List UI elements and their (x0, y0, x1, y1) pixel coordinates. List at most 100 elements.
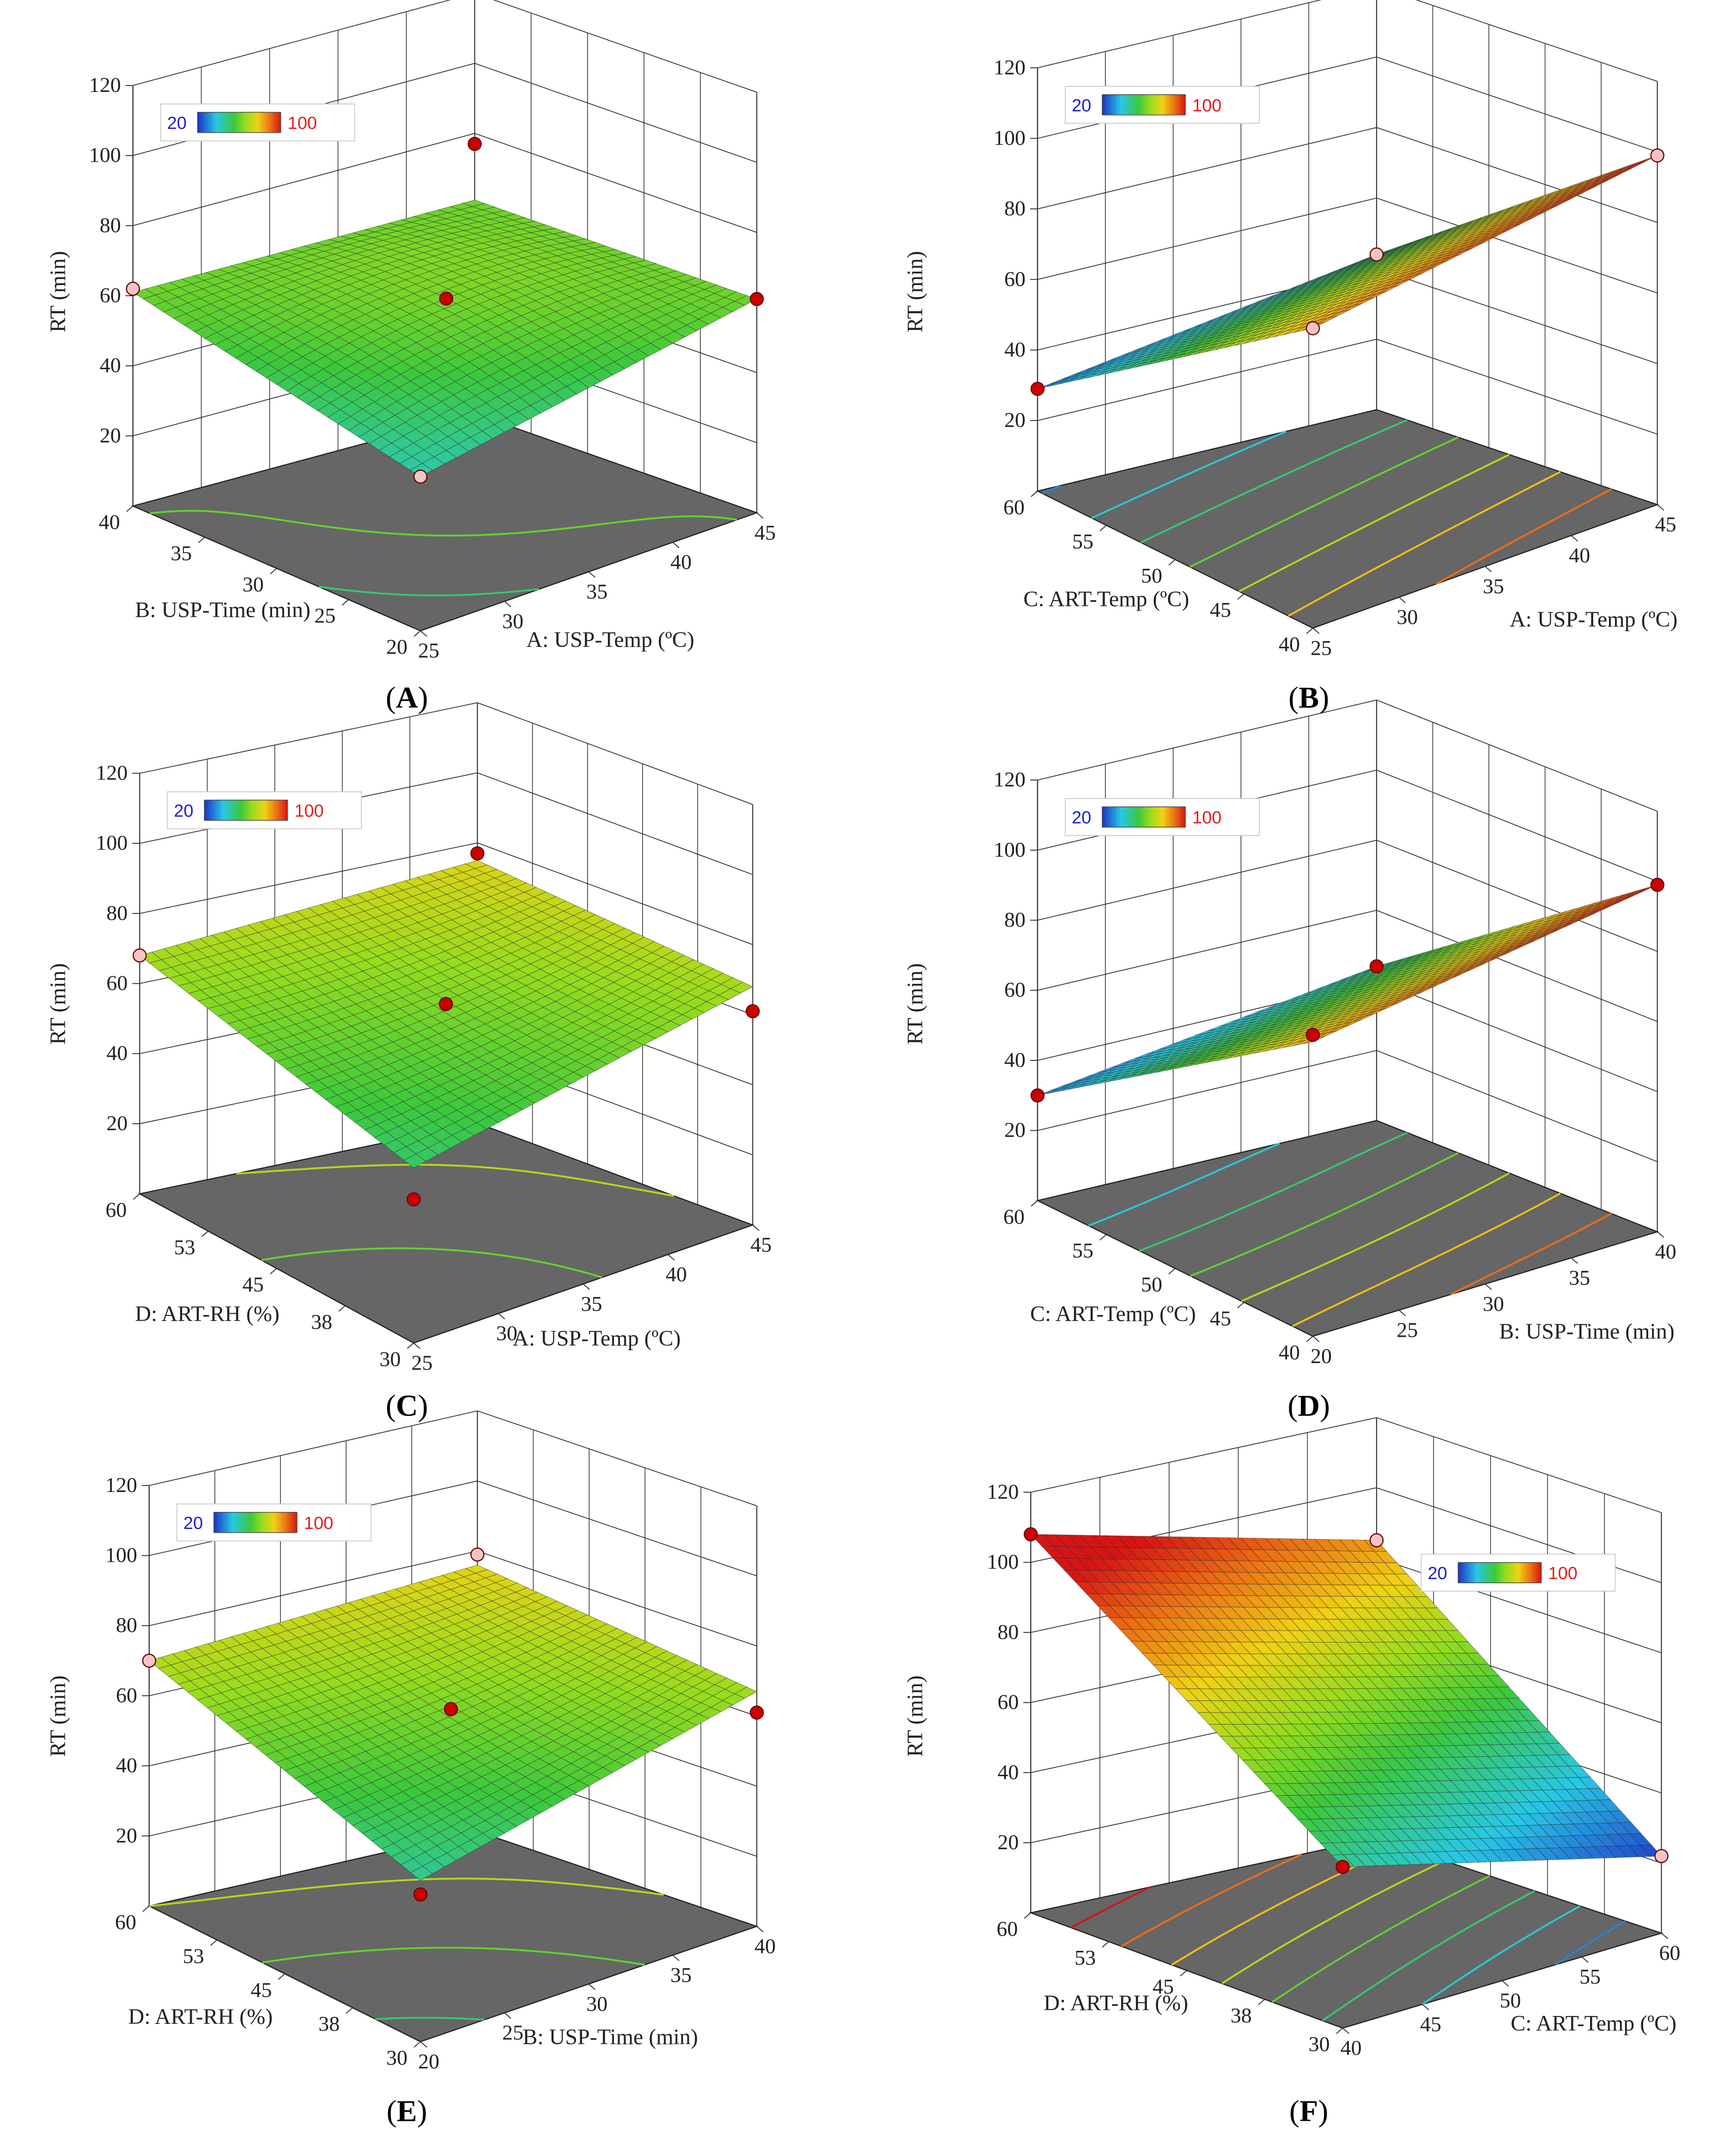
y-tick (1258, 1999, 1265, 2005)
y-tick (1180, 1970, 1187, 1977)
design-point (1030, 382, 1045, 396)
contour-line (1292, 1192, 1561, 1327)
y-tick (1237, 593, 1244, 600)
x-tick-label: 35 (1483, 574, 1504, 598)
y-tick-label: 60 (1003, 1205, 1025, 1228)
x-tick (1342, 2028, 1350, 2034)
z-tick-label: 20 (1004, 408, 1026, 432)
y-tick (413, 630, 421, 637)
y-tick (1168, 559, 1176, 566)
z-tick-label: 80 (1004, 196, 1026, 220)
y-tick-label: 30 (1309, 2032, 1330, 2056)
legend-gradient-bar (213, 1512, 297, 1533)
y-tick (270, 568, 277, 574)
legend-min-label: 20 (174, 801, 193, 821)
wall-gridline (1037, 339, 1658, 435)
legend-max-label: 100 (1192, 808, 1221, 828)
x-tick-label: 35 (1569, 1266, 1590, 1289)
x-tick (498, 1313, 505, 1320)
y-axis-title: C: ART-Temp (ºC) (1030, 1302, 1196, 1326)
x-tick (1398, 1309, 1406, 1316)
color-legend: 20 100 (1064, 85, 1260, 124)
x-tick (1661, 1932, 1669, 1939)
response-surface (1037, 884, 1657, 1096)
x-tick (1422, 2004, 1429, 2010)
wall-gridline (133, 0, 757, 93)
design-point (1305, 1028, 1320, 1042)
design-point (407, 1192, 421, 1206)
y-tick (338, 1305, 346, 1312)
contour-line (1435, 488, 1612, 585)
design-point (413, 469, 428, 484)
y-axis-title: B: USP-Time (min) (135, 597, 310, 622)
z-tick-label: 20 (997, 1830, 1019, 1854)
y-tick (278, 1973, 285, 1980)
design-point (438, 997, 453, 1011)
x-tick-label: 20 (1311, 1344, 1332, 1368)
z-tick-label: 60 (100, 283, 121, 307)
x-tick-label: 25 (411, 1351, 432, 1375)
design-point (1030, 1088, 1045, 1103)
legend-max-label: 100 (304, 1514, 333, 1533)
z-tick-label: 100 (987, 1550, 1019, 1573)
x-tick (420, 630, 427, 637)
wall-gridline (133, 133, 757, 233)
design-point (413, 1887, 428, 1902)
wall-gridline (1037, 1050, 1658, 1162)
x-axis-title: A: USP-Temp (ºC) (1510, 607, 1678, 632)
x-tick-label: 30 (586, 1992, 607, 2016)
y-tick (210, 1939, 218, 1946)
panel-label: (D) (1287, 1389, 1330, 1423)
x-tick-label: 30 (1396, 605, 1418, 629)
contour-line (1139, 1132, 1408, 1252)
x-tick-label: 30 (502, 609, 523, 633)
legend-min-label: 20 (1072, 96, 1091, 116)
z-tick-label: 100 (994, 126, 1026, 149)
x-tick-label: 45 (1420, 2012, 1441, 2036)
y-tick-label: 60 (1003, 495, 1025, 519)
legend-gradient-bar (197, 112, 281, 133)
y-tick-label: 53 (183, 1944, 204, 1967)
y-tick-label: 53 (1074, 1946, 1096, 1969)
y-tick (201, 1230, 209, 1237)
z-tick-label: 120 (105, 1473, 137, 1497)
z-axis-title: RT (min) (46, 1675, 70, 1757)
x-tick-label: 25 (418, 639, 439, 662)
x-tick (1485, 1284, 1492, 1290)
x-tick (588, 571, 595, 578)
z-tick-label: 100 (105, 1543, 137, 1567)
x-tick-label: 40 (754, 1934, 776, 1958)
wall-gridline (1037, 197, 1658, 294)
x-tick-label: 30 (496, 1322, 517, 1345)
z-tick-label: 120 (96, 761, 127, 784)
x-tick-label: 25 (502, 2021, 523, 2044)
wall-gridline (149, 1410, 757, 1506)
y-tick-label: 60 (996, 1917, 1018, 1941)
x-tick-label: 25 (1311, 636, 1332, 659)
legend-gradient-bar (1102, 806, 1186, 828)
y-tick (341, 599, 349, 606)
y-tick-label: 40 (1279, 1340, 1300, 1364)
y-tick (1306, 627, 1313, 634)
x-tick (1571, 535, 1578, 542)
y-tick (1102, 1941, 1109, 1948)
y-tick-label: 38 (318, 2012, 340, 2035)
y-tick (133, 1193, 140, 1200)
design-point (750, 1705, 764, 1720)
contour-line (1421, 1905, 1581, 2005)
wall-gridline (1037, 127, 1658, 223)
contour-line (1287, 471, 1561, 617)
y-tick-label: 30 (386, 2046, 407, 2070)
y-tick-label: 45 (251, 1978, 272, 2002)
legend-gradient-bar (204, 799, 288, 821)
contour-line (1140, 419, 1408, 543)
z-tick-label: 80 (106, 901, 127, 925)
x-tick-label: 40 (1655, 1240, 1676, 1263)
z-tick-label: 120 (89, 73, 121, 97)
x-tick-label: 20 (418, 2050, 439, 2073)
contour-line (150, 510, 737, 537)
y-tick (346, 2007, 353, 2014)
